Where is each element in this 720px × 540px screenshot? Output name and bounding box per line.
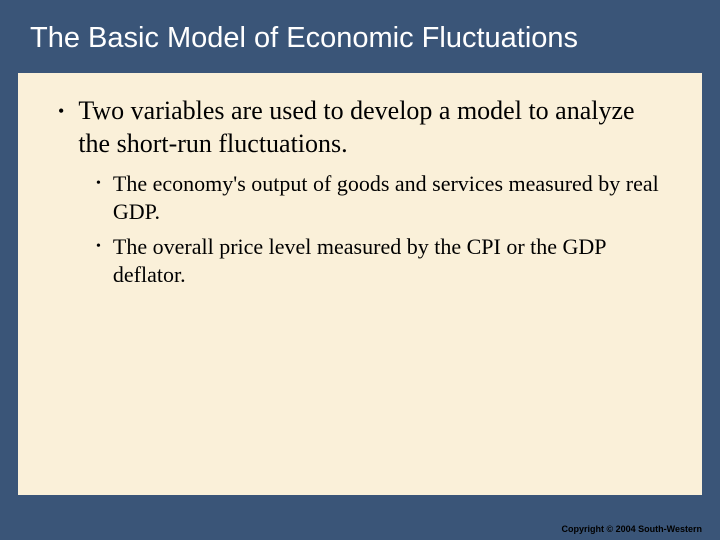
title-area: The Basic Model of Economic Fluctuations bbox=[0, 0, 720, 73]
bullet-level2-text: The overall price level measured by the … bbox=[113, 233, 672, 288]
content-box: • Two variables are used to develop a mo… bbox=[18, 73, 702, 495]
bullet-marker: • bbox=[58, 101, 64, 122]
bullet-level1-item: • Two variables are used to develop a mo… bbox=[48, 95, 672, 160]
bullet-level2-item: • The economy's output of goods and serv… bbox=[96, 170, 672, 225]
slide-title: The Basic Model of Economic Fluctuations bbox=[30, 22, 690, 55]
bullet-level2-text: The economy's output of goods and servic… bbox=[113, 170, 672, 225]
bullet-marker: • bbox=[96, 176, 101, 192]
copyright-text: Copyright © 2004 South-Western bbox=[562, 524, 702, 534]
bullet-level2-item: • The overall price level measured by th… bbox=[96, 233, 672, 288]
bullet-marker: • bbox=[96, 239, 101, 255]
bullet-level1-text: Two variables are used to develop a mode… bbox=[78, 95, 672, 160]
slide-container: The Basic Model of Economic Fluctuations… bbox=[0, 0, 720, 540]
